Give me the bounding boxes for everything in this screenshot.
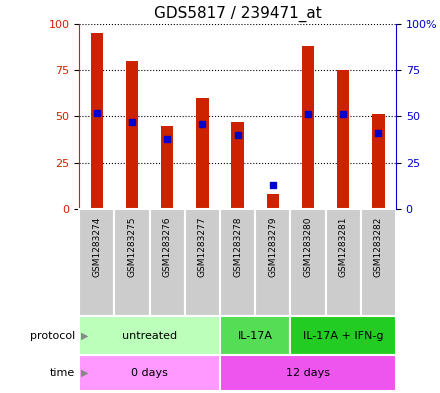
Bar [220, 209, 255, 316]
Bar [220, 355, 396, 391]
Title: GDS5817 / 239471_at: GDS5817 / 239471_at [154, 6, 322, 22]
Bar [79, 316, 220, 355]
Text: GSM1283274: GSM1283274 [92, 217, 101, 277]
Bar [150, 209, 185, 316]
Text: IL-17A: IL-17A [238, 331, 273, 341]
Bar [372, 114, 385, 209]
Text: untreated: untreated [122, 331, 177, 341]
Bar [326, 209, 361, 316]
Text: GSM1283275: GSM1283275 [128, 217, 136, 277]
Text: ▶: ▶ [81, 368, 89, 378]
Text: GSM1283281: GSM1283281 [339, 217, 348, 277]
Bar [267, 194, 279, 209]
Bar [185, 209, 220, 316]
Bar [220, 316, 290, 355]
Bar [290, 316, 396, 355]
Bar [231, 122, 244, 209]
Text: GSM1283278: GSM1283278 [233, 217, 242, 277]
Bar [91, 33, 103, 209]
Bar [337, 70, 349, 209]
Text: GSM1283277: GSM1283277 [198, 217, 207, 277]
Bar [196, 98, 209, 209]
Text: 12 days: 12 days [286, 368, 330, 378]
Text: protocol: protocol [29, 331, 75, 341]
Bar [114, 209, 150, 316]
Text: IL-17A + IFN-g: IL-17A + IFN-g [303, 331, 383, 341]
Text: GSM1283280: GSM1283280 [304, 217, 312, 277]
Bar [361, 209, 396, 316]
Text: 0 days: 0 days [131, 368, 168, 378]
Bar [79, 355, 220, 391]
Bar [255, 209, 290, 316]
Text: GSM1283276: GSM1283276 [163, 217, 172, 277]
Bar [79, 209, 114, 316]
Text: ▶: ▶ [81, 331, 89, 341]
Bar [126, 61, 138, 209]
Text: GSM1283279: GSM1283279 [268, 217, 277, 277]
Text: time: time [50, 368, 75, 378]
Text: GSM1283282: GSM1283282 [374, 217, 383, 277]
Bar [290, 209, 326, 316]
Bar [302, 46, 314, 209]
Bar [161, 126, 173, 209]
